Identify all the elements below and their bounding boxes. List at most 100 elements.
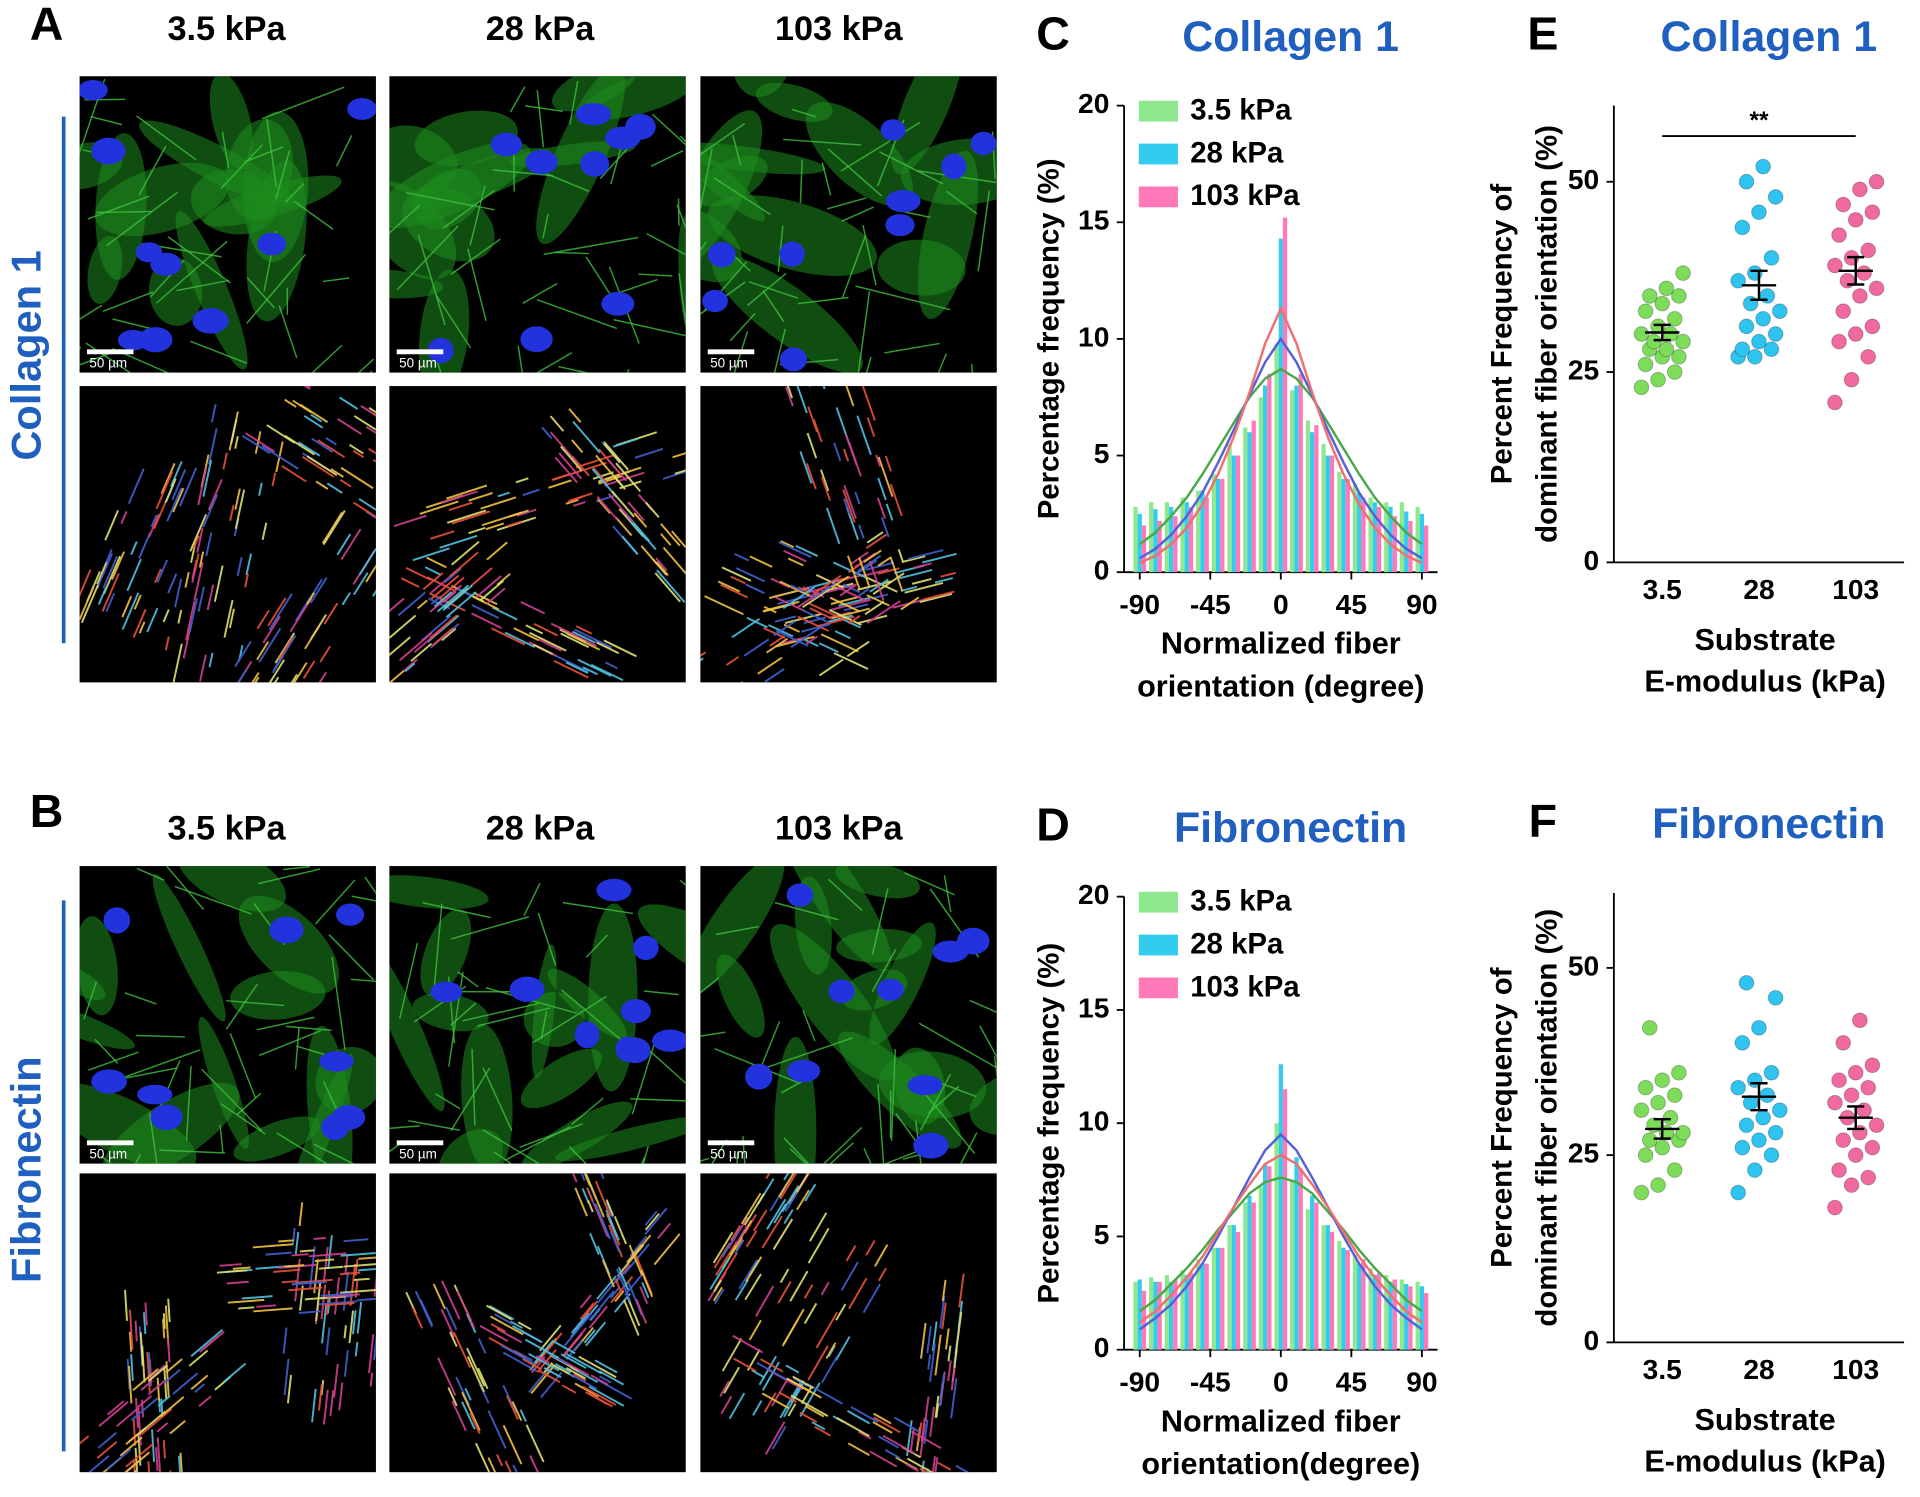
fiber-orientation [589, 1184, 605, 1218]
fiber-orientation [588, 1385, 625, 1407]
fiber-orientation [373, 1274, 376, 1297]
fiber-orientation [734, 1225, 748, 1246]
panel-label: C [1036, 7, 1070, 59]
fiber-orientation [380, 1271, 384, 1308]
actin-fiber [543, 236, 639, 256]
fiber-orientation [153, 1489, 155, 1497]
data-point [1738, 318, 1755, 335]
data-point [1738, 1117, 1755, 1134]
x-tick-label: -45 [1190, 1366, 1231, 1397]
actin-fiber [469, 185, 486, 246]
cell-actin [531, 944, 557, 1079]
fiber-orientation [579, 1302, 595, 1320]
cell-actin [869, 922, 936, 1045]
data-point [1734, 1034, 1751, 1051]
fiber-orientation [904, 1489, 909, 1497]
fiber-orientation [901, 555, 926, 564]
fiber-orientation [128, 1365, 133, 1404]
bar [1314, 425, 1319, 573]
data-point [1763, 250, 1780, 266]
fiber-orientation [840, 1261, 859, 1291]
fiber-orientation [372, 589, 376, 597]
data-point [1650, 1177, 1666, 1193]
bar [1388, 506, 1393, 573]
x-axis-label: E-modulus (kPa) [1644, 1445, 1886, 1479]
actin-fiber [700, 241, 707, 252]
x-tick-label: -90 [1119, 589, 1160, 620]
bar [1361, 1259, 1366, 1350]
fiber-orientation [369, 1372, 374, 1387]
fiber-orientation [864, 600, 885, 616]
bar [1200, 1263, 1205, 1350]
fiber-orientation [761, 1215, 783, 1249]
fiber-orientation [171, 469, 187, 501]
cell-actin [438, 1129, 503, 1164]
fiber-orientation [950, 1365, 956, 1391]
y-axis-label: Percent Frequency of [1485, 967, 1518, 1268]
fiber-orientation [732, 1334, 764, 1354]
actin-fiber [613, 318, 686, 337]
cell-actin [520, 1048, 602, 1109]
fiber-orientation [528, 1352, 560, 1372]
fiber-orientation [299, 1249, 315, 1253]
nucleus [596, 878, 632, 902]
actin-fiber [236, 1092, 262, 1116]
fiber-orientation [927, 1354, 932, 1370]
fiber-orientation [731, 703, 745, 713]
fiber-orientation [97, 1431, 118, 1449]
fiber-orientation [590, 663, 624, 682]
fiber-orientation [745, 1230, 758, 1248]
fiber-orientation [869, 1450, 898, 1468]
fiber-orientation [598, 1375, 612, 1384]
nucleus [970, 131, 997, 155]
nucleus [786, 883, 814, 907]
micrograph-content: 50 µm [700, 866, 997, 1164]
micrograph-content: 50 µm [389, 875, 686, 1164]
fiber-orientation [958, 1273, 965, 1308]
fiber-orientation [358, 547, 376, 576]
actin-fiber [822, 1126, 863, 1164]
fiber-orientation [866, 417, 876, 437]
fiber-orientation [805, 463, 817, 490]
data-point [1827, 1094, 1843, 1111]
actin-fiber [562, 901, 634, 915]
fiber-orientation [219, 1263, 242, 1267]
fiber-orientation [785, 386, 794, 407]
fiber-orientation [324, 1302, 355, 1307]
fiber-orientation [400, 577, 420, 588]
cell-actin [917, 150, 979, 319]
fiber-orientation [594, 1359, 618, 1374]
fiber-orientation [290, 673, 298, 683]
fiber-orientation [437, 1357, 457, 1396]
actin-fiber [399, 942, 419, 1019]
legend-swatch [1138, 934, 1178, 956]
bar [1341, 478, 1346, 573]
bar [1282, 1089, 1288, 1350]
fiber-orientation [802, 685, 813, 693]
fiber-orientation [192, 535, 200, 550]
data-point [1637, 356, 1654, 373]
fiber-orientation [281, 1280, 297, 1284]
actin-fiber [773, 328, 786, 373]
y-tick-label: 5 [1094, 438, 1110, 469]
fiber-orientation [804, 1183, 817, 1202]
actin-fiber [890, 1049, 897, 1141]
actin-fiber [148, 1113, 158, 1164]
bar [1196, 1259, 1201, 1350]
actin-fiber [918, 1022, 997, 1069]
fiber-orientation [770, 577, 791, 589]
fiber-orientation [352, 681, 381, 706]
fiber-orientation [320, 1292, 353, 1297]
bar [1310, 1195, 1315, 1350]
fiber-orientation [909, 1427, 915, 1452]
fiber-orientation [491, 627, 526, 646]
actin-fiber [585, 934, 609, 958]
actin-fiber [862, 224, 877, 286]
actin-fiber [789, 1147, 808, 1164]
cell-actin [835, 866, 920, 899]
fiber-orientation [868, 560, 885, 601]
fiber-orientation [529, 1455, 539, 1473]
fiber-orientation [756, 1361, 788, 1381]
fiber-orientation [796, 591, 821, 609]
fiber-orientation [778, 541, 812, 558]
